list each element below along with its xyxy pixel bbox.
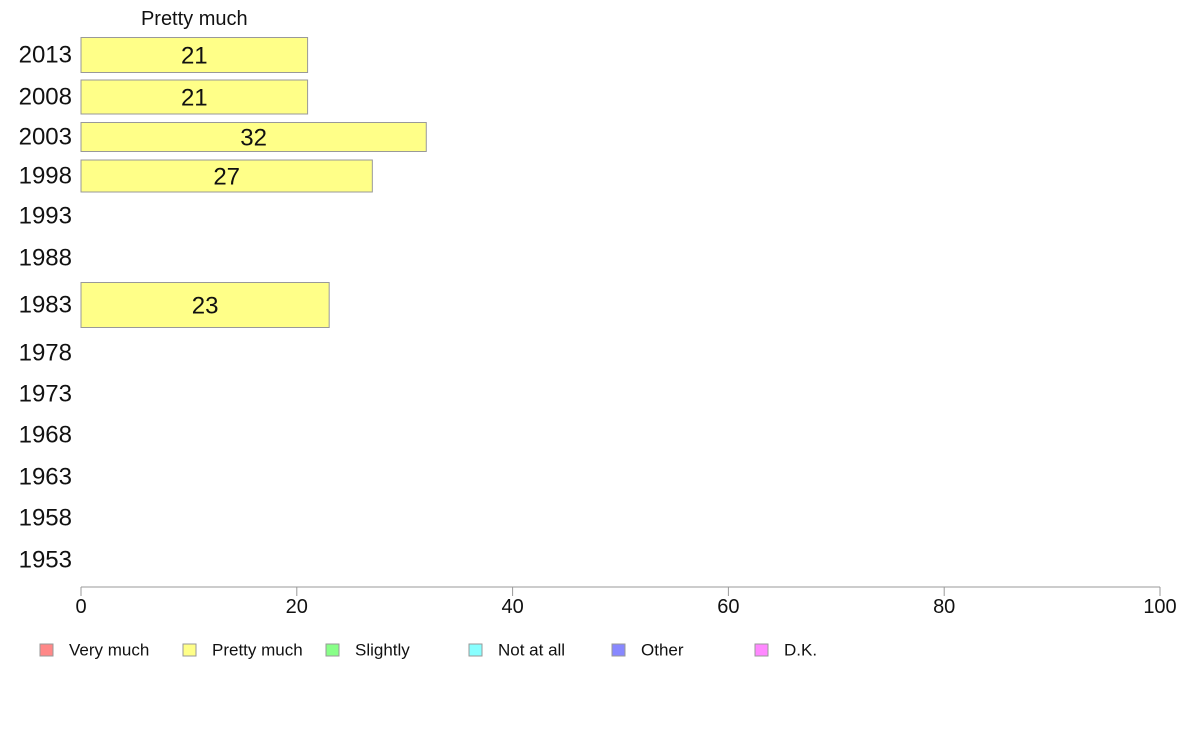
bar-1983-pretty-much	[80, 282, 330, 328]
value-label-1983: 23	[192, 293, 219, 320]
year-label-1988: 1988	[19, 245, 72, 272]
value-label-2008: 21	[181, 85, 208, 112]
year-label-1998: 1998	[19, 163, 72, 190]
legend-swatch-d-k-	[754, 643, 769, 657]
value-label-2003: 32	[240, 125, 267, 152]
year-label-1993: 1993	[19, 203, 72, 230]
year-label-2003: 2003	[19, 124, 72, 151]
legend-swatch-very-much	[39, 643, 54, 657]
x-axis: 0 20 40 60 80 100	[75, 586, 1177, 618]
bar-1998-pretty-much	[80, 159, 373, 193]
x-tick-label-40: 40	[501, 596, 523, 618]
series-header-label: Pretty much	[141, 8, 248, 30]
bar-2013-pretty-much	[80, 37, 309, 73]
year-label-1973: 1973	[19, 381, 72, 408]
x-tick-label-0: 0	[75, 596, 86, 618]
year-label-2008: 2008	[19, 84, 72, 111]
legend-swatch-not-at-all	[468, 643, 483, 657]
legend-swatch-other	[611, 643, 626, 657]
value-label-1998: 27	[213, 164, 240, 191]
legend-swatch-slightly	[325, 643, 340, 657]
x-tick-label-20: 20	[286, 596, 308, 618]
bar-2008-pretty-much	[80, 79, 309, 115]
year-label-1983: 1983	[19, 292, 72, 319]
legend: Very much Pretty much Slightly Not at all Ot…	[39, 641, 817, 660]
x-tick-label-100: 100	[1143, 596, 1176, 618]
legend-swatch-pretty-much	[182, 643, 197, 657]
year-label-1978: 1978	[19, 340, 72, 367]
legend-label-other: Other	[641, 641, 684, 660]
x-tick-label-80: 80	[933, 596, 955, 618]
legend-label-pretty-much: Pretty much	[212, 641, 303, 660]
year-label-1953: 1953	[19, 547, 72, 574]
legend-label-slightly: Slightly	[355, 641, 410, 660]
bars-group	[80, 37, 427, 328]
year-label-1958: 1958	[19, 505, 72, 532]
legend-label-not-at-all: Not at all	[498, 641, 565, 660]
legend-label-d-k-: D.K.	[784, 641, 817, 660]
year-label-1963: 1963	[19, 464, 72, 491]
bar-2003-pretty-much	[80, 122, 427, 152]
value-label-2013: 21	[181, 43, 208, 70]
year-labels-group: 2013 2008 2003 1998 1993 1988 1983 1978 1973 1968…	[19, 42, 72, 574]
legend-label-very-much: Very much	[69, 641, 149, 660]
x-tick-label-60: 60	[717, 596, 739, 618]
year-label-1968: 1968	[19, 422, 72, 449]
year-label-2013: 2013	[19, 42, 72, 69]
